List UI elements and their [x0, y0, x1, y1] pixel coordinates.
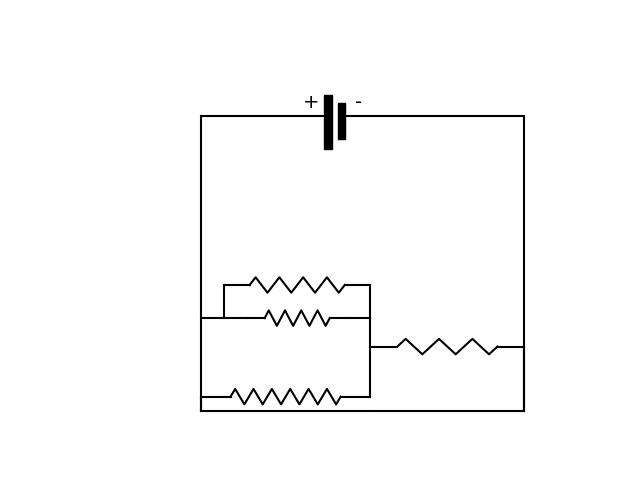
- Text: +: +: [303, 93, 319, 112]
- Bar: [324, 95, 332, 149]
- Text: -: -: [355, 93, 362, 112]
- Bar: [339, 103, 346, 139]
